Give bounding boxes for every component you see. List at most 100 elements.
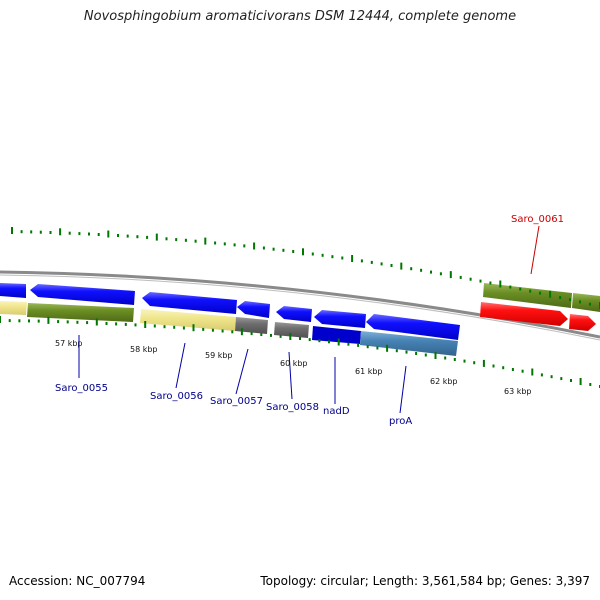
kbp-label-62: 62 kbp bbox=[430, 377, 458, 386]
inner-scale-dot bbox=[0, 316, 1, 323]
inner-scale-dot bbox=[444, 356, 447, 360]
inner-scale-dot bbox=[163, 325, 166, 329]
leader-saro0057 bbox=[235, 348, 249, 395]
outer-scale-dot bbox=[292, 250, 295, 253]
feature-saro0056-cds bbox=[140, 309, 236, 331]
outer-scale-dot bbox=[78, 232, 81, 236]
outer-scale-dot bbox=[370, 260, 373, 264]
inner-scale-dot bbox=[357, 343, 360, 347]
inner-scale-dot bbox=[202, 327, 205, 331]
outer-scale-dot bbox=[39, 230, 42, 234]
inner-scale-dot bbox=[473, 361, 476, 365]
inner-scale-dot bbox=[424, 353, 427, 357]
inner-scale-dot bbox=[250, 332, 253, 336]
accession-text: Accession: NC_007794 bbox=[9, 574, 146, 588]
inner-scale-dot bbox=[211, 328, 214, 332]
gene-label-saro0055[interactable]: Saro_0055 bbox=[55, 383, 108, 394]
inner-scale-dot bbox=[86, 321, 89, 325]
inner-scale-dot bbox=[299, 337, 301, 340]
inner-scale-dot bbox=[8, 319, 11, 323]
inner-scale-dot bbox=[405, 350, 408, 354]
feature-proa-cds bbox=[360, 331, 458, 356]
outer-scale-dot bbox=[529, 289, 532, 293]
outer-scale-dot bbox=[489, 281, 492, 285]
inner-scale-dot bbox=[231, 330, 234, 334]
outer-scale-dot bbox=[321, 253, 324, 257]
inner-scale-dot bbox=[434, 352, 437, 359]
inner-scale-dot bbox=[386, 344, 389, 352]
outer-scale-dot bbox=[272, 247, 275, 251]
outer-scale-dot bbox=[88, 232, 90, 236]
inner-scale-dot bbox=[521, 369, 524, 373]
outer-scale-dot bbox=[519, 287, 522, 291]
inner-scale-dot bbox=[105, 322, 108, 325]
kbp-label-57: 57 kbp bbox=[55, 339, 83, 348]
outer-scale-dot bbox=[469, 277, 472, 281]
kbp-label-61: 61 kbp bbox=[355, 367, 383, 376]
inner-scale-dot bbox=[415, 352, 418, 355]
feature-saro0058-cds bbox=[274, 322, 309, 338]
outer-scale-dot bbox=[194, 239, 197, 243]
outer-scale-dot bbox=[59, 228, 62, 236]
map-title: Novosphingobium aromaticivorans DSM 1244… bbox=[83, 9, 517, 24]
inner-scale-dot bbox=[95, 318, 98, 326]
inner-scale-dot bbox=[18, 319, 21, 323]
feature-saro0061-cds bbox=[483, 283, 572, 308]
inner-scale-dot bbox=[560, 377, 563, 381]
gene-label-saro0056[interactable]: Saro_0056 bbox=[150, 391, 203, 402]
inner-scale-dot bbox=[540, 373, 543, 377]
leader-saro0061 bbox=[530, 225, 540, 275]
outer-scale-dot bbox=[262, 246, 265, 250]
gene-arrow-proa bbox=[366, 314, 460, 340]
inner-scale-dot bbox=[279, 334, 282, 338]
feature-saro0055-cds bbox=[27, 303, 134, 322]
outer-scale-dot bbox=[175, 238, 178, 242]
outer-scale-dot bbox=[204, 237, 207, 245]
inner-scale-dot bbox=[453, 358, 456, 361]
gene-label-nadd[interactable]: nadD bbox=[323, 406, 350, 417]
outer-scale-dot bbox=[390, 264, 393, 267]
gene-arrow-saro0061 bbox=[480, 302, 568, 326]
gene-label-proa[interactable]: proA bbox=[389, 416, 412, 427]
inner-scale-dot bbox=[492, 364, 495, 368]
outer-scale-dot bbox=[11, 227, 13, 234]
inner-scale-dot bbox=[37, 319, 40, 323]
feature-saro0061-cds-b bbox=[572, 293, 600, 312]
outer-scale-dot bbox=[509, 285, 512, 289]
outer-scale-dot bbox=[20, 230, 23, 234]
inner-scale-dot bbox=[366, 345, 369, 349]
inner-scale-dot bbox=[28, 319, 30, 323]
gene-arrow-saro0057 bbox=[237, 301, 270, 318]
inner-scale-dot bbox=[144, 321, 147, 328]
outer-scale-dot bbox=[107, 230, 110, 238]
inner-scale-dot bbox=[115, 322, 118, 326]
inner-scale-dot bbox=[395, 349, 398, 353]
outer-scale-dot bbox=[380, 262, 383, 266]
feature-nadd-cds bbox=[312, 326, 361, 344]
inner-scale-dot bbox=[589, 383, 592, 386]
gene-arrow-nadd bbox=[314, 310, 366, 328]
outer-scale-dot bbox=[165, 237, 168, 241]
outer-scale-dot bbox=[49, 231, 52, 234]
inner-scale-dot bbox=[153, 324, 156, 328]
outer-scale-dot bbox=[30, 230, 33, 234]
gene-label-saro0061[interactable]: Saro_0061 bbox=[511, 214, 564, 225]
gene-label-saro0057[interactable]: Saro_0057 bbox=[210, 396, 263, 407]
gene-arrow-saro0056 bbox=[142, 292, 237, 314]
inner-scale-dot bbox=[579, 378, 582, 385]
inner-scale-dot bbox=[502, 366, 505, 370]
inner-scale-dot bbox=[376, 346, 379, 350]
backbone-inner bbox=[0, 274, 600, 341]
outer-scale-dot bbox=[400, 262, 403, 270]
outer-scale-dot bbox=[410, 267, 413, 271]
gene-label-saro0058[interactable]: Saro_0058 bbox=[266, 402, 319, 413]
outer-scale-dot bbox=[589, 302, 591, 306]
inner-scale-dot bbox=[570, 379, 572, 382]
outer-scale-dot bbox=[214, 241, 217, 245]
outer-scale-dot bbox=[331, 255, 334, 259]
inner-scale-dot bbox=[289, 333, 292, 340]
gene-arrow-saro0061-next bbox=[569, 314, 596, 331]
outer-scale-dot bbox=[499, 280, 502, 288]
leader-saro0058 bbox=[288, 351, 293, 400]
outer-scale-dot bbox=[146, 235, 149, 239]
